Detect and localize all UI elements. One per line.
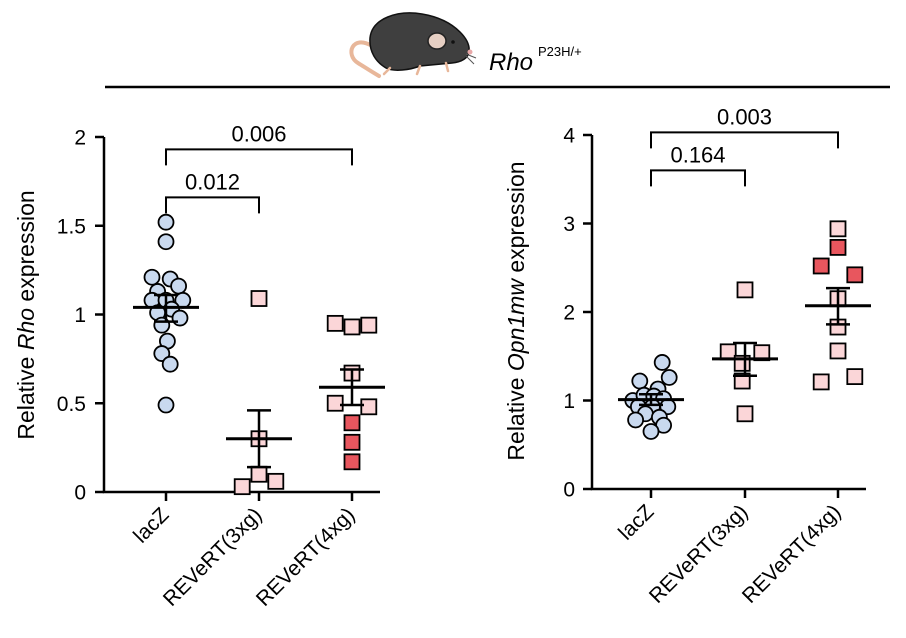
opn1mw-significance-bracket [650,131,839,149]
opn1mw-data-point [627,411,644,429]
rho-data-point [250,290,268,307]
mouse-ear [427,32,447,50]
rho-data-point [343,318,361,336]
opn1mw-y-axis-title-suffix: expression [503,161,529,279]
rho-y-tick-label: 0 [74,482,86,505]
rho-p-value-label: 0.006 [231,121,286,146]
opn1mw-significance-bracket [650,169,746,187]
opn1mw-y-axis-title-gene: Opn1mw [503,278,529,371]
opn1mw-data-point [829,238,847,256]
opn1mw-x-tick-label: lacZ [614,500,658,544]
opn1mw-data-point [719,343,737,361]
rho-x-tick-label: REVeRT(4xg) [252,503,360,611]
mouse-eye [451,40,455,44]
mouse-feet [382,61,450,76]
opn1mw-data-point [736,281,754,299]
rho-panel: Relative Rho expression 00.511.52 lacZRE… [13,121,385,611]
opn1mw-comparisons: 0.003 0.164 [650,104,839,187]
opn1mw-y-axis-title-prefix: Relative [503,371,529,460]
rho-y-tick-label: 1.5 [57,215,86,238]
opn1mw-data-point [829,342,847,360]
rho-data-point [343,414,361,432]
rho-y-axis-title: Relative Rho expression [13,190,39,439]
rho-data-point [267,472,285,490]
rho-data-point [326,394,344,412]
rho-y-tick-label: 2 [74,127,86,150]
opn1mw-data-point [829,220,847,238]
rho-data-point [360,398,378,416]
opn1mw-x-tick-label: REVeRT(4xg) [738,500,846,608]
mouse-nose [467,49,473,55]
opn1mw-marks [618,220,871,440]
opn1mw-x-tick-label: REVeRT(3xg) [645,500,753,608]
mouse-tail [349,40,381,78]
rho-data-point [157,233,175,251]
rho-data-point [360,316,378,334]
opn1mw-y-tick-label: 3 [563,213,575,236]
opn1mw-data-point [631,372,649,390]
rho-data-point [157,213,175,231]
rho-data-point [343,453,361,471]
rho-data-point [157,396,175,414]
rho-data-point [170,277,188,295]
rho-y-tick-label: 1 [74,304,86,327]
opn1mw-y-tick-label: 4 [563,125,575,148]
rho-marks [133,213,385,496]
rho-data-point [143,268,161,286]
rho-data-point [161,355,179,373]
header-gene-label: Rho [489,49,533,76]
mouse-icon [349,12,477,78]
rho-x-tick-label: lacZ [129,503,173,547]
opn1mw-y-axis-title: Relative Opn1mw expression [503,161,529,460]
opn1mw-y-tick-label: 2 [563,302,575,325]
opn1mw-data-point [653,354,671,371]
opn1mw-data-point [733,372,751,390]
opn1mw-data-point [846,368,864,386]
opn1mw-data-point [642,423,660,440]
opn1mw-p-value-label: 0.003 [717,104,772,129]
opn1mw-y-tick-label: 0 [563,479,575,502]
header: Rho P23H/+ [105,12,890,89]
rho-p-value-label: 0.012 [185,169,240,194]
opn1mw-data-point [736,405,754,423]
rho-data-point [171,309,189,327]
rho-data-point [343,433,361,451]
rho-significance-bracket [165,196,260,214]
opn1mw-data-point [812,373,830,391]
rho-y-axis-title-gene: Rho [13,308,39,350]
header-genotype-label: P23H/+ [538,44,582,59]
rho-y-axis-title-suffix: expression [13,190,39,308]
mouse-whiskers [465,53,477,65]
opn1mw-data-point [846,266,864,284]
opn1mw-p-value-label: 0.164 [670,142,725,167]
opn1mw-y-tick-label: 1 [563,390,575,413]
rho-data-point [250,465,268,483]
rho-comparisons: 0.006 0.012 [165,121,353,214]
rho-data-point [326,314,344,332]
rho-x-tick-label: REVeRT(3xg) [159,503,267,611]
rho-significance-bracket [165,148,353,166]
rho-data-point [233,478,251,496]
opn1mw-y-ticks: 0 1 2 3 4 [563,125,866,502]
rho-y-axis-title-prefix: Relative [13,350,39,439]
opn1mw-data-point [812,257,830,275]
rho-y-tick-label: 0.5 [57,393,86,416]
opn1mw-data-point [660,369,678,386]
